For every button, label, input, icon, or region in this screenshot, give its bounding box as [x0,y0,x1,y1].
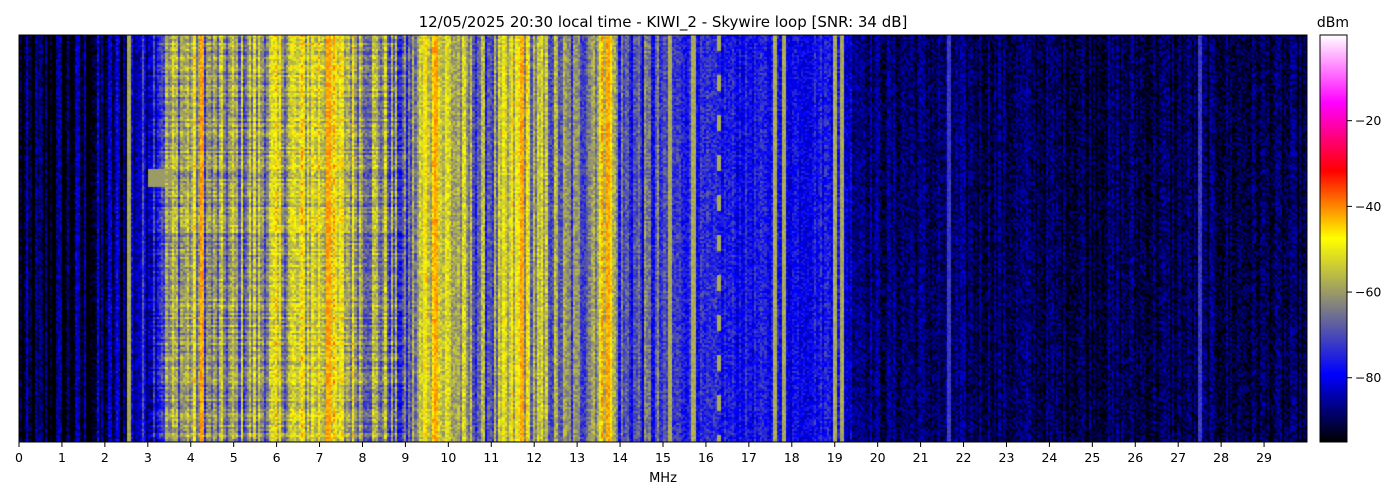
colorbar-unit-label: dBm [1317,15,1349,31]
x-tick-label: 15 [655,450,671,465]
colorbar-gradient [1319,34,1348,443]
x-tick-label: 12 [526,450,542,465]
chart-title: 12/05/2025 20:30 local time - KIWI_2 - S… [419,13,908,32]
x-tick-label: 24 [1041,450,1057,465]
x-tick-label: 13 [569,450,585,465]
heatmap-area [18,34,1308,443]
x-tick-label: 23 [999,450,1015,465]
x-tick-label: 4 [187,450,195,465]
x-tick-label: 0 [15,450,23,465]
colorbar-tick-label: −20 [1355,113,1381,128]
heatmap-canvas [19,35,1307,442]
x-tick-label: 9 [401,450,409,465]
colorbar-ticks: −20 −40 −60 −80 [1347,113,1381,385]
x-tick-label: 1 [58,450,66,465]
x-tick-label: 14 [612,450,628,465]
heatmap-image-holder [19,35,1307,442]
x-tick-label: 11 [483,450,499,465]
x-tick-label: 19 [827,450,843,465]
x-tick-label: 21 [913,450,929,465]
x-tick-label: 27 [1170,450,1186,465]
x-tick-label: 20 [870,450,886,465]
x-tick-label: 16 [698,450,714,465]
x-tick-label: 2 [101,450,109,465]
x-tick-label: 26 [1127,450,1143,465]
colorbar: dBm −20 −40 −60 −80 [1317,15,1381,443]
x-tick-label: 18 [784,450,800,465]
x-tick-label: 3 [144,450,152,465]
x-tick-label: 22 [956,450,972,465]
colorbar-tick-label: −60 [1355,285,1381,300]
x-tick-label: 10 [440,450,456,465]
x-tick-label: 6 [273,450,281,465]
x-axis-label: MHz [649,471,677,486]
x-tick-label: 28 [1213,450,1229,465]
x-tick-label: 8 [358,450,366,465]
x-axis: 0 1 2 3 4 5 6 7 8 9 10 11 12 13 14 15 16 17 18 19 20 21 22 23 24… [15,442,1272,465]
x-tick-label: 7 [316,450,324,465]
x-tick-label: 25 [1084,450,1100,465]
x-tick-label: 17 [741,450,757,465]
colorbar-tick-label: −40 [1355,199,1381,214]
colorbar-tick-label: −80 [1355,370,1381,385]
x-tick-label: 29 [1256,450,1272,465]
x-tick-label: 5 [230,450,238,465]
